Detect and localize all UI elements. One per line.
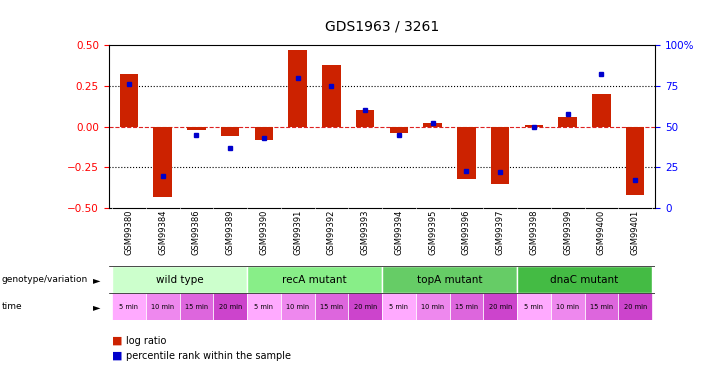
Text: log ratio: log ratio [126,336,167,346]
Bar [517,293,551,320]
Bar [322,64,341,127]
Text: GSM99392: GSM99392 [327,210,336,255]
Bar [120,74,138,127]
Bar [449,293,483,320]
Text: GSM99398: GSM99398 [529,210,538,255]
Bar [390,127,408,133]
Text: dnaC mutant: dnaC mutant [550,275,619,285]
Bar [254,127,273,140]
Text: time: time [1,302,22,311]
Text: GSM99394: GSM99394 [395,210,403,255]
Text: wild type: wild type [156,275,203,285]
Text: genotype/variation: genotype/variation [1,275,88,284]
Text: 10 min: 10 min [151,304,175,310]
Text: recA mutant: recA mutant [283,275,347,285]
Text: 20 min: 20 min [353,304,377,310]
Text: percentile rank within the sample: percentile rank within the sample [126,351,291,361]
Text: 5 min: 5 min [390,304,409,310]
Text: ►: ► [93,302,101,312]
Bar [491,127,510,184]
Text: 10 min: 10 min [421,304,444,310]
Bar [585,293,618,320]
Bar [348,293,382,320]
Text: 15 min: 15 min [320,304,343,310]
Text: GSM99397: GSM99397 [496,210,505,255]
Bar [187,127,205,130]
Bar [281,293,315,320]
Bar [356,110,374,127]
Text: GSM99401: GSM99401 [631,210,640,255]
Text: GSM99393: GSM99393 [361,210,369,255]
Bar [247,293,281,320]
Bar [423,123,442,127]
Text: GSM99400: GSM99400 [597,210,606,255]
Text: topA mutant: topA mutant [417,275,482,285]
Bar [179,293,213,320]
Text: 20 min: 20 min [624,304,647,310]
Bar [154,127,172,197]
Text: GSM99390: GSM99390 [259,210,268,255]
Bar [146,293,179,320]
Text: ■: ■ [112,336,123,346]
Text: GSM99399: GSM99399 [563,210,572,255]
Text: GDS1963 / 3261: GDS1963 / 3261 [325,20,439,34]
Text: ■: ■ [112,351,123,361]
Text: 10 min: 10 min [556,304,579,310]
Bar [524,125,543,127]
Bar [457,127,476,179]
Bar [382,293,416,320]
Bar [517,266,652,293]
Text: GSM99380: GSM99380 [124,210,133,255]
Text: GSM99384: GSM99384 [158,210,167,255]
Bar [382,266,517,293]
Text: GSM99391: GSM99391 [293,210,302,255]
Bar [288,50,307,127]
Text: 15 min: 15 min [590,304,613,310]
Bar [559,117,577,127]
Bar [112,266,247,293]
Bar [416,293,449,320]
Bar [551,293,585,320]
Text: 5 min: 5 min [119,304,138,310]
Bar [626,127,644,195]
Bar [483,293,517,320]
Bar [592,94,611,127]
Text: GSM99396: GSM99396 [462,210,471,255]
Bar [221,127,240,136]
Text: GSM99389: GSM99389 [226,210,235,255]
Text: 15 min: 15 min [455,304,478,310]
Bar [618,293,652,320]
Bar [315,293,348,320]
Text: 10 min: 10 min [286,304,309,310]
Text: GSM99395: GSM99395 [428,210,437,255]
Text: 5 min: 5 min [254,304,273,310]
Text: 20 min: 20 min [489,304,512,310]
Text: ►: ► [93,275,101,285]
Text: 15 min: 15 min [185,304,208,310]
Text: GSM99386: GSM99386 [192,210,201,255]
Bar [213,293,247,320]
Text: 20 min: 20 min [219,304,242,310]
Text: 5 min: 5 min [524,304,543,310]
Bar [112,293,146,320]
Bar [247,266,382,293]
